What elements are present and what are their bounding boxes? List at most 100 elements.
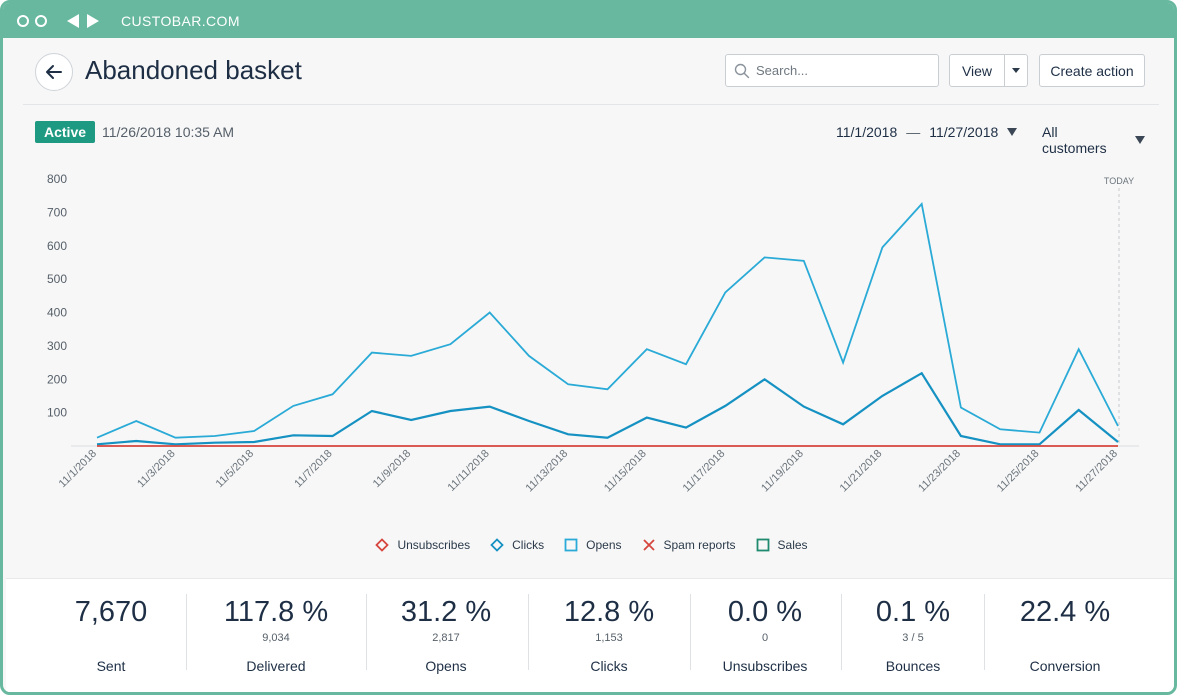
legend-label: Opens — [586, 538, 622, 552]
stat-sent: 7,670 Sent — [36, 579, 186, 692]
segment-dropdown[interactable]: All customers — [1042, 124, 1145, 156]
legend-item[interactable]: Unsubscribes — [375, 538, 470, 552]
stat-label: Unsubscribes — [722, 658, 808, 674]
stat-value: 12.8 % — [563, 596, 655, 628]
stat-divider — [841, 594, 842, 670]
x-tick-label: 11/7/2018 — [292, 448, 335, 491]
stat-label: Opens — [425, 658, 467, 674]
arrow-left-icon — [46, 65, 62, 79]
legend-label: Unsubscribes — [397, 538, 471, 552]
legend-label: Sales — [777, 538, 808, 552]
date-caret-icon — [1007, 128, 1018, 136]
x-tick-label: 11/19/2018 — [759, 448, 806, 495]
x-tick-label: 11/27/2018 — [1073, 448, 1120, 495]
stat-clicks: 12.8 % 1,153 Clicks — [529, 579, 689, 692]
browser-nav — [67, 13, 99, 28]
stat-bounces: 0.1 % 3 / 5 Bounces — [843, 579, 983, 692]
stat-subvalue: 9,034 — [262, 632, 290, 644]
stat-label: Clicks — [590, 658, 628, 674]
browser-back-icon[interactable] — [67, 13, 79, 28]
search-input[interactable] — [756, 63, 926, 78]
create-action-button[interactable]: Create action — [1039, 54, 1145, 87]
view-dropdown-button[interactable] — [1004, 54, 1028, 87]
y-tick-label: 100 — [47, 406, 67, 420]
y-tick-label: 800 — [47, 172, 67, 186]
browser-forward-icon[interactable] — [87, 13, 99, 28]
status-badge: Active — [35, 121, 96, 143]
stat-subvalue: 3 / 5 — [902, 632, 924, 644]
date-separator: — — [906, 124, 921, 140]
window-close-icon[interactable] — [17, 14, 29, 27]
y-tick-label: 600 — [47, 239, 67, 253]
cross-icon — [642, 539, 655, 551]
stat-opens: 31.2 % 2,817 Opens — [366, 579, 526, 692]
x-tick-label: 11/25/2018 — [995, 448, 1042, 495]
window-minimize-icon[interactable] — [35, 14, 47, 27]
stats-bar: 7,670 Sent 117.8 % 9,034 Delivered 31.2 % 2,81… — [6, 578, 1174, 692]
x-tick-label: 11/11/2018 — [446, 448, 492, 494]
chart-legend: Unsubscribes Clicks Opens Spam reports Sales — [3, 538, 1174, 552]
y-tick-label: 200 — [47, 372, 67, 386]
chart-area: 100 200 300 400 500 600 700 800 TODAY 11/1/2018 11… — [3, 163, 1174, 573]
stat-value: 7,670 — [74, 596, 148, 628]
y-tick-label: 700 — [47, 205, 67, 219]
diamond-outline-icon — [490, 538, 504, 552]
browser-url[interactable]: CUSTOBAR.COM — [121, 12, 240, 29]
x-tick-label: 11/1/2018 — [57, 448, 100, 491]
stat-label: Bounces — [885, 658, 941, 674]
stat-divider — [366, 594, 367, 670]
stat-subvalue: 1,153 — [595, 632, 623, 644]
series-line-opens — [96, 202, 1119, 439]
stat-divider — [984, 594, 985, 670]
stat-unsubscribes: 0.0 % 0 Unsubscribes — [690, 579, 840, 692]
status-timestamp: 11/26/2018 10:35 AM — [102, 124, 235, 140]
diamond-outline-icon — [375, 538, 390, 552]
legend-label: Spam reports — [663, 538, 736, 552]
stat-divider — [186, 594, 187, 670]
segment-caret-icon — [1135, 136, 1145, 144]
stat-label: Delivered — [246, 658, 306, 674]
stat-subvalue: 0 — [761, 632, 769, 644]
x-tick-label: 11/5/2018 — [214, 448, 257, 491]
legend-label: Clicks — [512, 538, 545, 552]
legend-item[interactable]: Sales — [756, 538, 808, 552]
page-title: Abandoned basket — [85, 55, 302, 85]
legend-item[interactable]: Opens — [564, 538, 622, 552]
series-line-clicks — [96, 371, 1119, 446]
stat-value: 0.0 % — [727, 596, 803, 628]
stat-value: 0.1 % — [875, 596, 951, 628]
x-tick-label: 11/13/2018 — [524, 448, 571, 495]
x-tick-label: 11/21/2018 — [838, 448, 885, 495]
stat-label: Conversion — [1029, 658, 1101, 674]
browser-titlebar: CUSTOBAR.COM — [3, 3, 1174, 38]
header-divider — [23, 104, 1159, 105]
y-tick-label: 300 — [47, 339, 67, 353]
view-button[interactable]: View — [949, 54, 1005, 87]
x-tick-label: 11/15/2018 — [602, 448, 649, 495]
search-icon — [734, 63, 750, 78]
stat-label: Sent — [96, 658, 126, 674]
line-chart: 100 200 300 400 500 600 700 800 TODAY 11/1/2018 11… — [47, 172, 1139, 495]
chevron-down-icon — [1012, 68, 1020, 73]
back-button[interactable] — [35, 53, 73, 91]
stat-divider — [528, 594, 529, 670]
date-range-picker[interactable]: 11/1/2018 — 11/27/2018 — [836, 124, 1018, 140]
y-tick-label: 500 — [47, 272, 67, 286]
stat-subvalue — [990, 631, 1140, 645]
legend-item[interactable]: Spam reports — [642, 538, 736, 552]
window-controls — [17, 14, 47, 27]
stat-subvalue — [36, 631, 186, 645]
today-label: TODAY — [1104, 176, 1134, 186]
legend-item[interactable]: Clicks — [490, 538, 544, 552]
status-row: Active 11/26/2018 10:35 AM 11/1/2018 — 1… — [35, 120, 1145, 156]
stat-divider — [690, 594, 691, 670]
x-tick-label: 11/23/2018 — [916, 448, 963, 495]
stat-value: 117.8 % — [223, 596, 329, 628]
x-tick-label: 11/3/2018 — [135, 448, 178, 491]
page-header: Abandoned basket View Create action — [35, 51, 1145, 95]
stat-conversion: 22.4 % Conversion — [990, 579, 1140, 692]
y-tick-label: 400 — [47, 306, 67, 320]
search-box[interactable] — [725, 54, 939, 87]
date-to: 11/27/2018 — [929, 124, 999, 140]
